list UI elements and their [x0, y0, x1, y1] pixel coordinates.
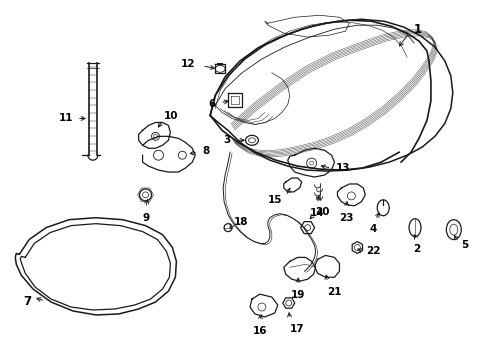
Text: 10: 10 [163, 112, 178, 121]
Text: 23: 23 [339, 213, 353, 223]
Text: 17: 17 [289, 324, 304, 334]
Text: 2: 2 [412, 243, 420, 253]
Text: 15: 15 [268, 195, 282, 205]
Text: 6: 6 [207, 99, 215, 109]
Text: 21: 21 [327, 287, 341, 297]
Text: 12: 12 [181, 59, 195, 69]
Text: 9: 9 [142, 213, 149, 223]
Text: 11: 11 [59, 113, 73, 123]
Text: 5: 5 [460, 240, 467, 251]
Text: 19: 19 [290, 290, 304, 300]
Text: 4: 4 [369, 224, 376, 234]
Text: 22: 22 [366, 247, 380, 256]
Text: 13: 13 [335, 163, 349, 173]
Text: 14: 14 [309, 208, 324, 218]
Text: 8: 8 [202, 146, 209, 156]
Text: 7: 7 [23, 294, 31, 307]
Text: 18: 18 [234, 217, 248, 227]
Text: 3: 3 [223, 135, 230, 145]
Text: 1: 1 [413, 23, 421, 36]
Text: 16: 16 [252, 326, 266, 336]
Text: 20: 20 [315, 207, 329, 217]
